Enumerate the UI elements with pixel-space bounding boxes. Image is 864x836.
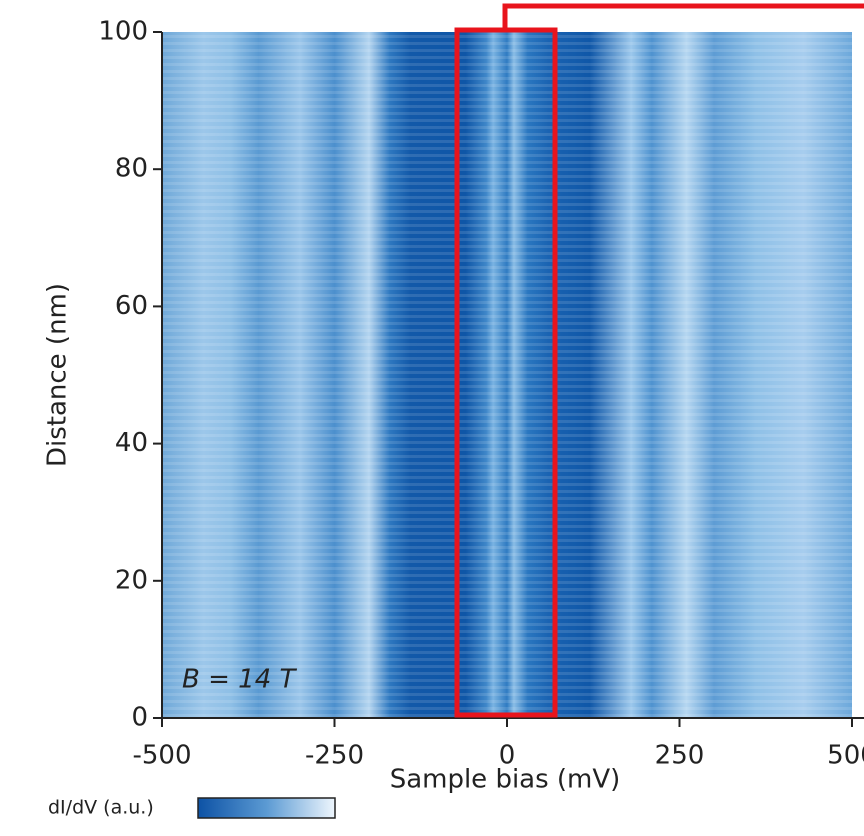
- y-tick-label: 60: [115, 291, 148, 321]
- y-tick-label: 40: [115, 428, 148, 458]
- x-tick-label: 500: [827, 741, 864, 771]
- colorbar-label: dI/dV (a.u.): [48, 797, 154, 819]
- x-tick-label: -250: [305, 741, 364, 771]
- y-axis-label: Distance (nm): [43, 283, 73, 467]
- x-tick-label: 250: [655, 741, 705, 771]
- y-tick-label: 80: [115, 154, 148, 184]
- colorbar: [197, 797, 336, 819]
- annotation: B = 14 T: [182, 665, 298, 695]
- x-tick-label: 0: [499, 741, 516, 771]
- x-axis-label: Sample bias (mV): [390, 765, 621, 795]
- y-tick-label: 100: [98, 17, 148, 47]
- heatmap-texture: [162, 32, 852, 718]
- y-tick-label: 20: [115, 565, 148, 595]
- highlight-connector: [502, 3, 864, 30]
- x-tick-label: -500: [132, 741, 191, 771]
- plot-area: [162, 32, 852, 718]
- y-tick-label: 0: [131, 703, 148, 733]
